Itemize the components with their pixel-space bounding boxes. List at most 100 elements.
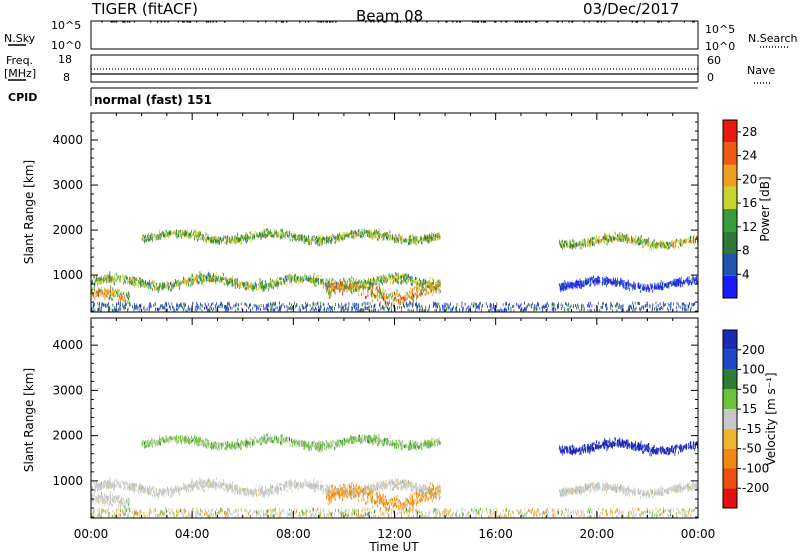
- power-cell: [116, 303, 117, 307]
- power-cell: [584, 280, 586, 284]
- power-cell: [690, 279, 691, 283]
- power-cell: [261, 286, 263, 290]
- power-cell: [147, 282, 149, 285]
- power-cell: [341, 286, 343, 290]
- power-cell: [679, 241, 681, 245]
- power-cell: [239, 238, 240, 241]
- power-cell: [424, 286, 426, 290]
- power-cell: [354, 305, 355, 309]
- power-cell: [259, 281, 261, 285]
- power-cell: [560, 286, 562, 290]
- power-cell: [435, 286, 437, 290]
- power-cell: [379, 304, 381, 308]
- power-cell: [693, 277, 694, 281]
- power-cell: [655, 245, 657, 249]
- power-cell: [685, 308, 687, 312]
- power-cell: [607, 234, 609, 238]
- power-cell: [655, 286, 657, 290]
- power-cell: [557, 303, 559, 307]
- power-cell: [307, 276, 309, 279]
- power-cell: [118, 302, 119, 306]
- power-cell: [348, 307, 349, 311]
- power-cell: [110, 291, 112, 294]
- power-cell: [326, 286, 328, 290]
- power-cell: [148, 304, 150, 308]
- power-cell: [649, 305, 651, 309]
- power-cell: [594, 283, 596, 287]
- power-cell: [107, 280, 109, 284]
- power-cell: [361, 309, 363, 313]
- power-cell: [367, 277, 369, 281]
- power-cell: [292, 238, 293, 242]
- nsky-point: [183, 21, 185, 23]
- power-cell: [593, 236, 595, 240]
- power-cell: [99, 289, 101, 293]
- power-cell: [587, 309, 589, 313]
- power-cell: [193, 230, 195, 234]
- power-cell: [298, 236, 300, 240]
- power-cell: [359, 279, 360, 283]
- power-cell: [337, 235, 339, 239]
- power-cell: [409, 301, 410, 305]
- power-cell: [368, 287, 369, 290]
- power-cell: [228, 302, 229, 306]
- power-cell: [396, 280, 398, 284]
- power-cell: [624, 285, 626, 289]
- power-cell: [198, 305, 200, 309]
- power-cell: [396, 275, 398, 279]
- power-cell: [120, 298, 121, 302]
- power-cell: [237, 232, 239, 236]
- power-cell: [281, 233, 283, 237]
- power-cell: [240, 235, 242, 239]
- power-cell: [335, 235, 337, 239]
- power-cell: [113, 293, 115, 296]
- power-cell: [320, 279, 321, 283]
- power-cell: [424, 309, 426, 312]
- power-cell: [624, 283, 626, 287]
- power-cell: [575, 243, 576, 246]
- power-cell: [445, 302, 447, 306]
- power-cell: [227, 238, 228, 242]
- power-cell: [582, 284, 584, 288]
- nsky-point: [588, 21, 590, 23]
- power-cell: [582, 304, 584, 308]
- power-cell: [252, 288, 254, 292]
- power-cell: [156, 286, 157, 289]
- power-cell: [180, 281, 182, 285]
- nsky-point: [325, 21, 327, 23]
- power-cell: [422, 282, 424, 286]
- power-cell: [97, 288, 99, 292]
- power-cell: [137, 305, 139, 309]
- power-cell: [375, 282, 377, 286]
- power-cell: [660, 306, 662, 309]
- nsky-point: [242, 21, 245, 23]
- power-cell: [158, 287, 160, 291]
- power-cell: [254, 230, 256, 234]
- power-cell: [280, 228, 282, 232]
- power-cell: [113, 281, 114, 284]
- nsky-point: [635, 21, 638, 23]
- power-cell: [575, 304, 576, 307]
- power-cell: [693, 279, 695, 283]
- power-cell: [674, 244, 676, 248]
- power-cell: [370, 289, 372, 293]
- power-cell: [364, 284, 366, 288]
- power-cell: [565, 240, 567, 244]
- power-cell: [372, 236, 374, 240]
- power-cell: [245, 286, 247, 290]
- nsky-frame: [90, 20, 699, 50]
- power-cell: [94, 276, 96, 279]
- power-cell: [412, 283, 414, 287]
- cpid-label: CPID: [8, 91, 37, 104]
- power-cell: [277, 232, 279, 236]
- power-cell: [631, 241, 633, 245]
- power-cell: [579, 279, 581, 283]
- power-cell: [358, 233, 360, 237]
- power-cell: [392, 234, 394, 238]
- power-cell: [437, 233, 439, 237]
- power-cell: [631, 306, 632, 310]
- nsky-point: [164, 21, 166, 23]
- power-cell: [666, 246, 668, 250]
- power-cell: [272, 308, 274, 312]
- power-cell: [104, 288, 106, 292]
